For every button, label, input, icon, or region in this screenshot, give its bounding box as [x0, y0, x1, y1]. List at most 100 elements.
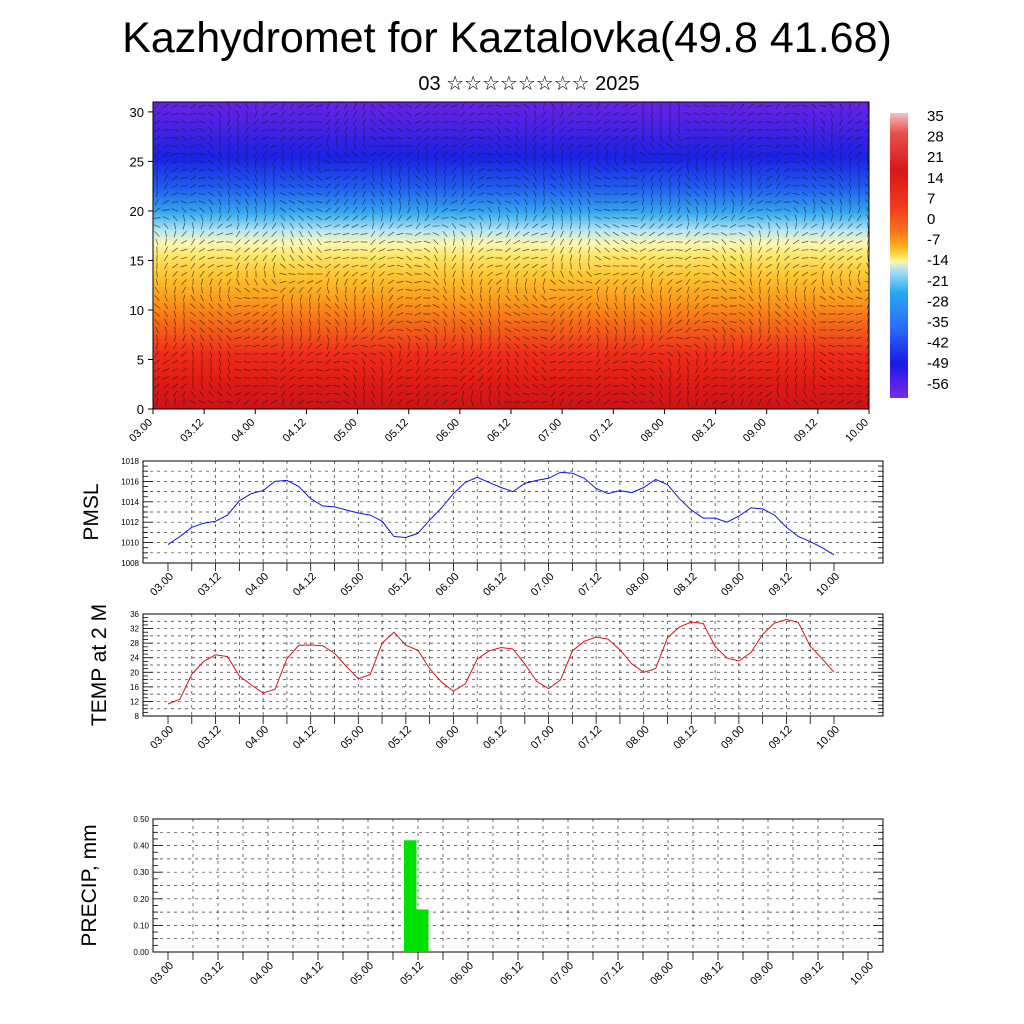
colorbar-label: 7	[927, 190, 935, 207]
wind-vector	[514, 126, 520, 134]
wind-vector	[478, 238, 484, 246]
wind-vector	[327, 142, 329, 150]
wind-vector	[155, 190, 159, 198]
wind-vector	[487, 367, 493, 373]
wind-vector	[207, 168, 215, 172]
wind-vector	[361, 327, 367, 333]
wind-vector	[262, 399, 268, 405]
wind-vector	[595, 247, 601, 253]
wind-vector	[452, 278, 456, 286]
colorbar-label: 0	[927, 211, 935, 228]
wind-vector	[740, 182, 744, 190]
wind-vector	[678, 182, 680, 190]
wind-vector	[180, 240, 188, 244]
wind-vector	[423, 383, 431, 389]
wind-vector	[379, 190, 385, 198]
wind-vector	[405, 136, 413, 140]
wind-vector	[720, 105, 728, 107]
wind-vector	[576, 112, 584, 116]
wind-vector	[748, 294, 754, 302]
wind-vector	[289, 102, 295, 110]
wind-vector	[632, 326, 636, 334]
wind-vector	[478, 270, 484, 278]
wind-vector	[171, 183, 179, 189]
wind-vector	[234, 175, 242, 181]
wind-vector	[414, 320, 422, 324]
wind-vector	[847, 119, 853, 125]
wind-vector	[792, 152, 800, 156]
wind-vector	[371, 270, 375, 278]
wind-vector	[630, 353, 638, 355]
grid	[153, 819, 883, 952]
wind-vector	[226, 327, 232, 333]
wind-vector	[677, 174, 681, 182]
wind-vector	[280, 254, 286, 262]
wind-vector	[209, 294, 213, 302]
wind-vector	[378, 351, 386, 357]
wind-vector	[414, 265, 422, 267]
wind-vector	[261, 304, 269, 308]
wind-vector	[522, 328, 530, 332]
wind-vector	[867, 310, 869, 318]
wind-vector	[387, 337, 395, 339]
wind-vector	[732, 342, 734, 350]
wind-vector	[867, 222, 869, 230]
wind-vector	[865, 120, 869, 126]
wind-vector	[165, 286, 167, 294]
wind-vector	[362, 382, 366, 390]
wind-vector	[198, 127, 206, 133]
wind-vector	[173, 318, 177, 326]
wind-vector	[597, 294, 599, 302]
wind-vector	[741, 198, 743, 206]
wind-vector	[846, 312, 854, 316]
wind-vector	[669, 182, 671, 190]
wind-vector	[326, 102, 330, 110]
wind-vector	[433, 270, 439, 278]
wind-vector	[639, 248, 647, 252]
wind-vector	[703, 151, 709, 157]
wind-vector	[506, 270, 510, 278]
wind-vector	[461, 334, 465, 342]
wind-vector	[432, 103, 440, 109]
wind-vector	[801, 159, 809, 165]
wind-vector	[280, 175, 286, 181]
wind-vector	[216, 241, 224, 243]
wind-vector	[405, 104, 413, 108]
wind-vector	[470, 270, 474, 278]
wind-vector	[432, 112, 440, 116]
wind-vector	[766, 343, 772, 349]
wind-vector	[631, 391, 637, 397]
wind-vector	[441, 360, 449, 364]
wind-vector	[820, 126, 826, 134]
wind-vector	[540, 135, 548, 141]
wind-vector	[820, 262, 826, 270]
wind-vector	[325, 319, 331, 325]
wind-vector	[666, 257, 674, 259]
wind-vector	[351, 224, 359, 228]
wind-vector	[522, 248, 530, 252]
wind-vector	[227, 358, 231, 366]
wind-vector	[351, 264, 359, 268]
wind-vector	[325, 294, 331, 302]
wind-vector	[677, 350, 681, 358]
wind-vector	[397, 358, 403, 366]
wind-vector	[820, 230, 826, 238]
wind-vector	[172, 238, 178, 246]
wind-vector	[828, 367, 836, 373]
wind-vector	[333, 360, 341, 364]
wind-vector	[504, 144, 512, 148]
wind-vector	[855, 128, 863, 132]
wind-vector	[461, 158, 465, 166]
wind-vector	[234, 368, 242, 372]
wind-vector	[703, 358, 709, 366]
x-tick-label: 03.12	[198, 960, 226, 988]
wind-vector	[639, 384, 647, 388]
wind-vector	[568, 303, 574, 309]
wind-vector	[423, 375, 431, 381]
wind-vector	[829, 191, 835, 197]
wind-vector	[641, 206, 645, 214]
wind-vector	[417, 214, 419, 222]
wind-vector	[587, 182, 591, 190]
wind-vector	[621, 217, 629, 219]
wind-vector	[693, 337, 701, 339]
